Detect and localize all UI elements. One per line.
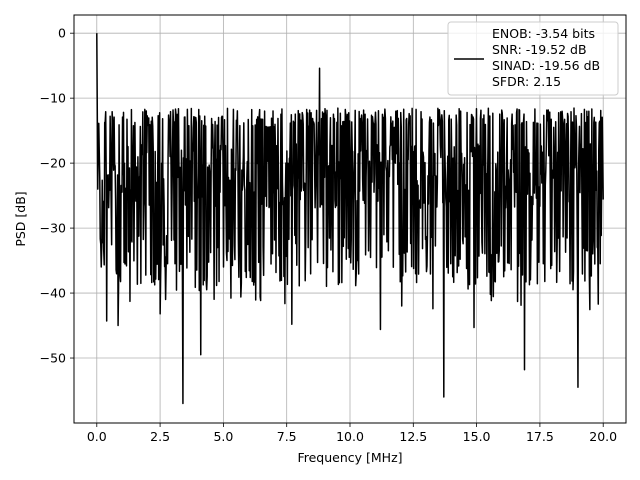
y-tick-label: −30: [40, 221, 66, 236]
axis-ticks: 0.0 2.5 5.0 7.5 10.0 12.5 15.0 17.5 20.0 0 −10 −20 −…: [40, 26, 618, 444]
y-tick-label: −40: [40, 286, 66, 301]
x-tick-label: 2.5: [150, 429, 170, 444]
legend-line-sfdr: SFDR: 2.15: [492, 74, 561, 89]
x-tick-label: 20.0: [589, 429, 617, 444]
legend-line-snr: SNR: -19.52 dB: [492, 42, 587, 57]
x-tick-label: 15.0: [463, 429, 491, 444]
series-layer: [96, 33, 604, 405]
legend-box: [447, 21, 619, 96]
y-tick-label: −10: [40, 91, 66, 106]
x-tick-label: 12.5: [399, 429, 427, 444]
y-tick-label: −50: [40, 351, 66, 366]
y-tick-label: −20: [40, 156, 66, 171]
y-tick-label: 0: [58, 26, 66, 41]
x-tick-label: 17.5: [526, 429, 554, 444]
x-tick-label: 5.0: [213, 429, 233, 444]
x-axis-label: Frequency [MHz]: [297, 450, 402, 465]
x-tick-label: 7.5: [277, 429, 297, 444]
psd-series-line: [96, 33, 604, 405]
legend-line-enob: ENOB: -3.54 bits: [492, 26, 595, 41]
legend: ENOB: -3.54 bits SNR: -19.52 dB SINAD: -…: [447, 21, 619, 96]
x-tick-label: 0.0: [87, 429, 107, 444]
x-tick-label: 10.0: [336, 429, 364, 444]
legend-line-sinad: SINAD: -19.56 dB: [492, 58, 600, 73]
y-axis-label: PSD [dB]: [13, 191, 28, 246]
